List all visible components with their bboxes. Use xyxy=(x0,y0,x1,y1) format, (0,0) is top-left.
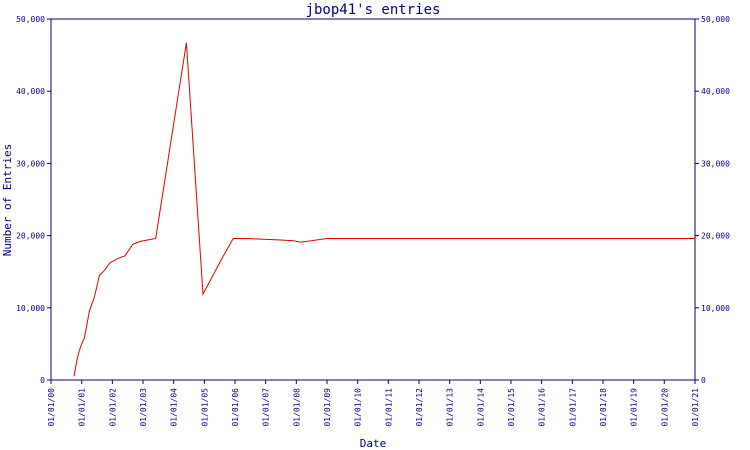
x-tick-label: 01/01/12 xyxy=(415,388,424,427)
x-tick-label: 01/01/08 xyxy=(292,388,301,427)
x-tick-label: 01/01/03 xyxy=(139,388,148,427)
y-tick-label-right: 40,000 xyxy=(701,87,730,96)
y-tick-label-left: 30,000 xyxy=(16,159,45,168)
y-tick-label-right: 10,000 xyxy=(701,304,730,313)
y-tick-label-right: 50,000 xyxy=(701,15,730,24)
x-tick-label: 01/01/01 xyxy=(78,388,87,427)
x-tick-label: 01/01/19 xyxy=(630,388,639,427)
x-tick-label: 01/01/02 xyxy=(108,388,117,427)
y-axis-ticks: 0 0 10,000 10,000 20,000 20,000 30,000 30,000 40… xyxy=(16,15,730,385)
y-tick-label-left: 0 xyxy=(40,376,45,385)
x-tick-label: 01/01/20 xyxy=(660,388,669,427)
series-line-entries xyxy=(73,42,695,377)
x-tick-label: 01/01/10 xyxy=(354,388,363,427)
x-tick-label: 01/01/21 xyxy=(691,388,700,427)
y-tick-label-right: 20,000 xyxy=(701,232,730,241)
chart-title: jbop41's entries xyxy=(306,2,441,18)
x-tick-label: 01/01/15 xyxy=(507,388,516,427)
plot-frame xyxy=(50,18,696,381)
y-tick-label-right: 0 xyxy=(701,376,706,385)
x-tick-label: 01/01/04 xyxy=(170,388,179,427)
x-tick-label: 01/01/07 xyxy=(262,388,271,427)
y-tick-label-left: 40,000 xyxy=(16,87,45,96)
x-tick-label: 01/01/18 xyxy=(599,388,608,427)
x-tick-label: 01/01/17 xyxy=(568,388,577,427)
x-tick-label: 01/01/09 xyxy=(323,388,332,427)
x-tick-label: 01/01/13 xyxy=(446,388,455,427)
x-tick-label: 01/01/05 xyxy=(200,388,209,427)
y-tick-label-left: 10,000 xyxy=(16,304,45,313)
x-tick-label: 01/01/11 xyxy=(384,388,393,427)
x-axis-label: Date xyxy=(360,437,387,450)
x-tick-label: 01/01/16 xyxy=(538,388,547,427)
y-axis-label: Number of Entries xyxy=(1,144,14,257)
x-axis-ticks: 01/01/00 01/01/01 01/01/02 01/01/03 01/01/04… xyxy=(47,380,700,427)
y-tick-label-left: 20,000 xyxy=(16,232,45,241)
x-tick-label: 01/01/06 xyxy=(231,388,240,427)
y-tick-label-left: 50,000 xyxy=(16,15,45,24)
x-tick-label: 01/01/14 xyxy=(476,388,485,427)
x-tick-label: 01/01/00 xyxy=(47,388,56,427)
y-tick-label-right: 30,000 xyxy=(701,159,730,168)
